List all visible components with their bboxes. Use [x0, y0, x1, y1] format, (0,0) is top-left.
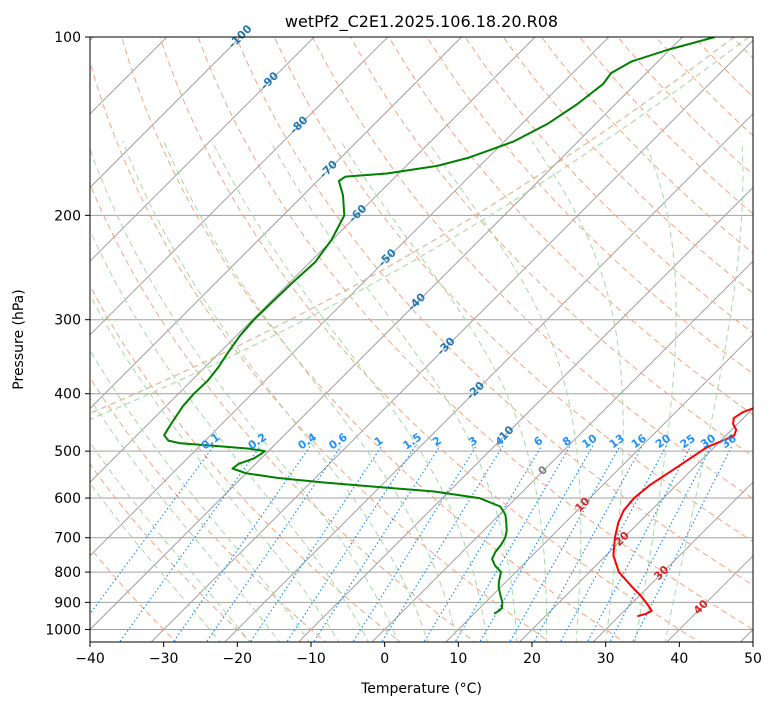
- dry-adiabat-line: [90, 182, 476, 642]
- dry-adiabat-line: [235, 37, 753, 586]
- dry-adiabat-line: [426, 37, 753, 375]
- y-tick-label: 200: [54, 208, 81, 224]
- isotherm-line: [90, 37, 315, 262]
- y-tick-label: 600: [54, 491, 81, 507]
- moist-adiabat-line: [90, 441, 251, 642]
- y-tick-label: 500: [54, 444, 81, 460]
- background-lines: [90, 37, 753, 642]
- isotherm-line: [592, 481, 753, 642]
- mixing-ratio-line: [533, 445, 643, 642]
- plot-frame: [89, 36, 754, 643]
- dry-adiabat-line: [273, 37, 753, 543]
- moist-adiabat-line: [531, 141, 624, 642]
- mixing-ratio-line: [172, 445, 311, 642]
- moist-adiabat-line: [664, 141, 744, 642]
- x-axis: −40 −30 −20 −10 0 10 20 30 40 50: [75, 642, 762, 667]
- dry-adiabat-line: [350, 37, 753, 457]
- dry-adiabat-line: [197, 37, 753, 631]
- dry-adiabat-line: [90, 59, 551, 642]
- moist-adiabat-line: [90, 147, 399, 642]
- dry-adiabat-line: [388, 37, 753, 416]
- chart-title: wetPf2_C2E1.2025.106.18.20.R08: [285, 12, 558, 32]
- isotherm-line: [90, 37, 610, 557]
- x-tick-label: −30: [149, 651, 179, 667]
- isotherm-line: [371, 260, 753, 642]
- x-tick-label: 30: [597, 651, 615, 667]
- moist-adiabat-line: [90, 294, 340, 642]
- mixing-ratio-line: [632, 445, 733, 642]
- x-tick-label: 0: [380, 651, 389, 667]
- x-tick-label: −20: [223, 651, 253, 667]
- moist-adiabat-line: [90, 397, 281, 642]
- isotherm-line: [90, 37, 389, 336]
- isotherm-line: [297, 186, 753, 642]
- moist-adiabat-line: [90, 349, 310, 642]
- temperature-profile-line: [612, 407, 753, 618]
- moist-adiabat-line: [427, 141, 582, 642]
- y-tick-label: 900: [54, 595, 81, 611]
- dry-adiabat-line: [90, 463, 252, 642]
- isotherm-line: [90, 37, 684, 631]
- mixing-ratio-line: [559, 445, 667, 642]
- x-tick-label: 10: [449, 651, 467, 667]
- y-tick-label: 300: [54, 313, 81, 329]
- profile-lines: [163, 37, 753, 618]
- moist-adiabat-line: [211, 141, 488, 642]
- mixing-ratio-line: [423, 445, 543, 642]
- dry-adiabat-line: [121, 37, 626, 642]
- x-tick-label: −40: [75, 651, 105, 667]
- y-tick-label: 1000: [45, 623, 81, 639]
- moist-adiabat-line: [90, 482, 221, 642]
- isotherm-line: [90, 37, 536, 483]
- isotherm-line: [518, 407, 753, 642]
- moist-adiabat-line: [90, 229, 369, 642]
- mixing-ratio-line: [205, 445, 342, 642]
- mixing-ratio-line: [118, 445, 262, 642]
- mixing-ratio-line: [586, 445, 692, 642]
- mixing-ratio-line: [90, 445, 215, 615]
- y-tick-label: 700: [54, 531, 81, 547]
- isotherm-line: [445, 334, 753, 642]
- mixing-ratio-line: [380, 445, 504, 642]
- x-tick-label: 50: [744, 651, 762, 667]
- moist-adiabat-line: [122, 141, 429, 642]
- dry-adiabat-line: [311, 37, 753, 500]
- moist-adiabat-line: [269, 141, 518, 642]
- x-tick-label: −10: [296, 651, 326, 667]
- y-tick-label: 800: [54, 565, 81, 581]
- x-tick-label: 20: [523, 651, 541, 667]
- y-tick-label: 100: [54, 30, 81, 46]
- x-tick-label: 40: [670, 651, 688, 667]
- mixing-ratio-line: [609, 445, 712, 642]
- mixing-ratio-line: [312, 445, 441, 642]
- x-axis-title: Temperature (°C): [360, 681, 482, 697]
- y-axis: 1000 900 800 700 600 500 400 300 200 100: [45, 30, 90, 639]
- isotherm-line: [90, 37, 463, 410]
- isotherm-line: [90, 37, 242, 189]
- y-tick-label: 400: [54, 387, 81, 403]
- dry-adiabat-line: [90, 284, 402, 642]
- moist-adiabat-line: [163, 141, 458, 642]
- mixing-ratio-line: [352, 445, 477, 642]
- isotherm-line: [224, 113, 753, 642]
- moist-adiabat-line: [634, 141, 677, 642]
- dewpoint-profile-line: [163, 37, 716, 615]
- isotherm-line: [150, 39, 753, 642]
- dry-adiabat-line: [159, 37, 700, 642]
- moist-adiabat-line: [340, 141, 548, 642]
- y-axis-title: Pressure (hPa): [11, 289, 27, 389]
